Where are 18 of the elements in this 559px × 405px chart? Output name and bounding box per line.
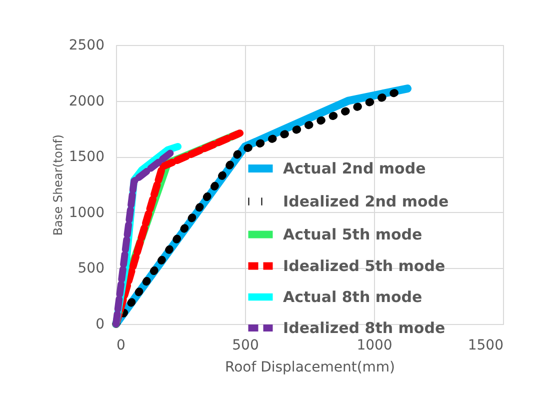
- legend-label: Idealized 8th mode: [283, 319, 446, 337]
- x-tick-label: 1500: [468, 338, 504, 354]
- y-tick-label: 1500: [68, 149, 104, 166]
- legend-label: Actual 8th mode: [283, 288, 422, 306]
- legend-label: Actual 5th mode: [283, 226, 422, 244]
- y-tick-label: 2500: [68, 38, 104, 54]
- legend-label: Idealized 2nd mode: [283, 192, 449, 210]
- y-tick-label: 0: [96, 316, 104, 332]
- x-tick-label: 1000: [356, 338, 392, 354]
- x-axis-title: Roof Displacement(mm): [224, 360, 396, 376]
- y-tick-label: 1000: [68, 204, 104, 221]
- y-tick-label: 500: [78, 260, 104, 277]
- x-tick-label: 500: [232, 338, 259, 354]
- x-tick-label: 0: [116, 338, 126, 354]
- legend-label: Idealized 5th mode: [283, 257, 446, 275]
- legend-label: Actual 2nd mode: [283, 160, 426, 178]
- y-axis-title: Base Shear(tonf): [50, 134, 65, 236]
- y-tick-label: 2000: [68, 93, 104, 110]
